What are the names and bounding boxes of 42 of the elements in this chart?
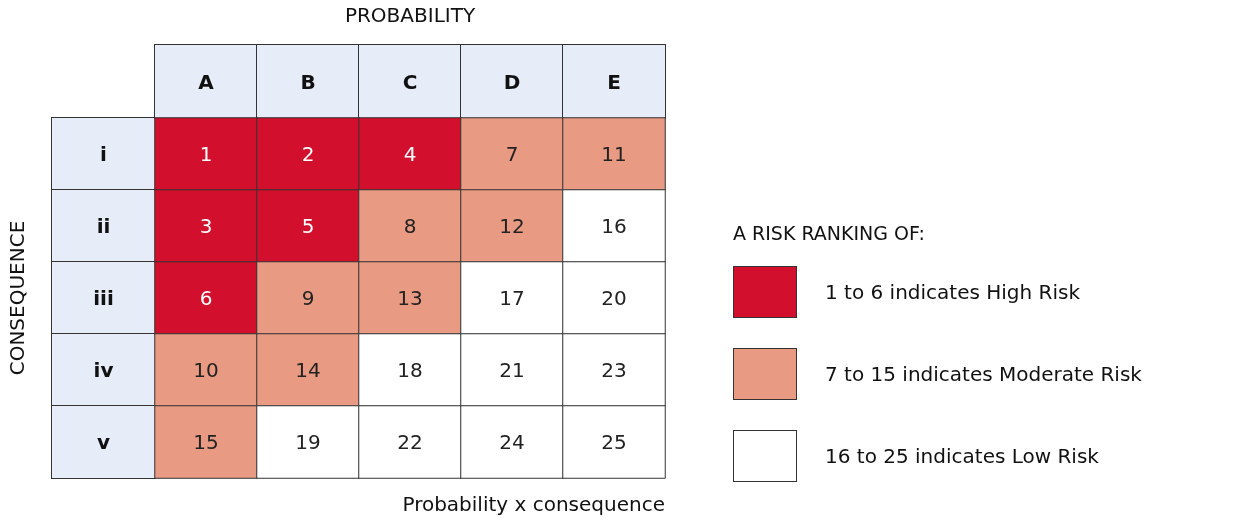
y-tick-label: i bbox=[100, 142, 107, 166]
data-label: 19 bbox=[295, 430, 321, 454]
data-label: 25 bbox=[601, 430, 627, 454]
data-label: 5 bbox=[301, 214, 315, 238]
x-tick-label: E bbox=[607, 69, 621, 94]
data-label: 16 bbox=[601, 214, 627, 238]
data-label: 12 bbox=[499, 214, 525, 238]
y-tick-label: v bbox=[96, 430, 111, 454]
data-label: 18 bbox=[397, 358, 423, 382]
x-axis-title: PROBABILITY bbox=[344, 3, 476, 27]
x-tick-label: B bbox=[300, 69, 316, 94]
data-label: 9 bbox=[301, 286, 315, 310]
data-label: 7 bbox=[505, 142, 519, 166]
x-tick-label: A bbox=[198, 69, 215, 94]
y-axis-title: CONSEQUENCE bbox=[5, 220, 29, 376]
data-label: 3 bbox=[199, 214, 213, 238]
data-label: 17 bbox=[499, 286, 525, 310]
data-label: 4 bbox=[403, 142, 417, 166]
data-label: 10 bbox=[193, 358, 219, 382]
data-label: 6 bbox=[199, 286, 213, 310]
data-label: 20 bbox=[601, 286, 627, 310]
data-label: 11 bbox=[601, 142, 627, 166]
text: 7 to 15 indicates Moderate Risk bbox=[825, 362, 1142, 386]
text: Probability x consequence bbox=[402, 492, 665, 516]
data-label: 22 bbox=[397, 430, 423, 454]
y-tick-label: iv bbox=[93, 358, 114, 382]
x-tick-label: D bbox=[503, 69, 521, 94]
text: 16 to 25 indicates Low Risk bbox=[825, 444, 1099, 468]
data-label: 1 bbox=[199, 142, 213, 166]
text: 1 to 6 indicates High Risk bbox=[825, 280, 1081, 304]
data-label: 13 bbox=[397, 286, 423, 310]
data-label: 21 bbox=[499, 358, 525, 382]
data-label: 2 bbox=[301, 142, 315, 166]
data-label: 8 bbox=[403, 214, 417, 238]
legend-title: A RISK RANKING OF: bbox=[733, 222, 926, 244]
x-tick-label: C bbox=[402, 69, 418, 94]
data-label: 15 bbox=[193, 430, 219, 454]
y-tick-label: iii bbox=[93, 286, 114, 310]
data-label: 24 bbox=[499, 430, 525, 454]
y-tick-label: ii bbox=[96, 214, 111, 238]
data-label: 14 bbox=[295, 358, 321, 382]
data-label: 23 bbox=[601, 358, 627, 382]
